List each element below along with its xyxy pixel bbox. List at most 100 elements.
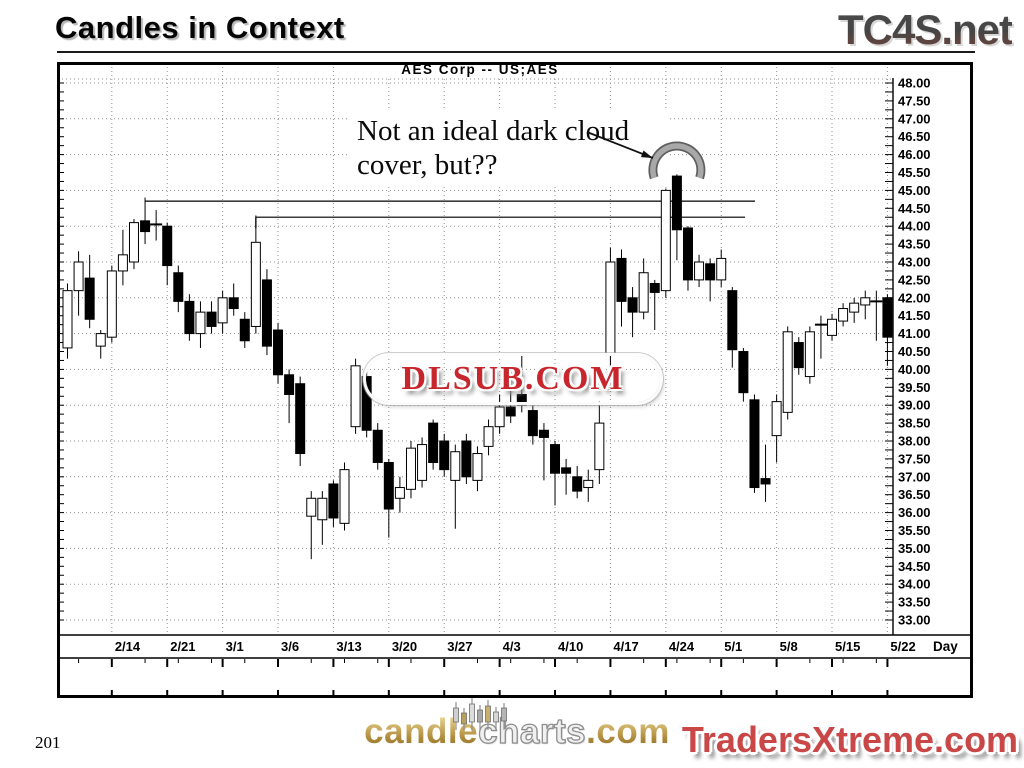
candle: [682, 226, 693, 291]
candle: [870, 290, 883, 341]
x-tick-label: 2/14: [115, 639, 141, 654]
candle: [572, 466, 583, 499]
candle: [671, 174, 682, 261]
y-tick-label: 35.00: [898, 541, 931, 556]
y-tick-label: 44.50: [898, 201, 931, 216]
y-tick-label: 42.00: [898, 290, 931, 305]
candle: [472, 446, 483, 492]
y-tick-label: 46.50: [898, 129, 931, 144]
candle: [538, 423, 549, 481]
candle: [372, 423, 383, 470]
y-tick-label: 41.00: [898, 326, 931, 341]
title-underline: [57, 51, 975, 53]
candle: [417, 437, 428, 488]
candle: [250, 215, 261, 334]
x-tick-label: 4/17: [613, 639, 638, 654]
candle: [450, 444, 461, 529]
y-tick-label: 48.00: [898, 76, 931, 91]
y-tick-label: 39.50: [898, 380, 931, 395]
candle: [705, 258, 716, 302]
y-tick-label: 37.50: [898, 451, 931, 466]
candle: [206, 301, 217, 334]
page-title: Candles in Context: [55, 10, 345, 45]
y-tick-label: 36.50: [898, 487, 931, 502]
candlesticks: [62, 174, 893, 560]
candle: [649, 279, 660, 331]
candle: [106, 265, 117, 343]
candle: [550, 441, 561, 506]
tradersxtreme-logo: TradersXtreme.com: [681, 719, 1019, 760]
y-tick-label: 42.50: [898, 272, 931, 287]
y-tick-label: 46.00: [898, 147, 931, 162]
candle: [405, 441, 416, 499]
candle: [749, 394, 760, 493]
candle: [261, 269, 272, 356]
candle: [439, 433, 450, 477]
candle: [483, 419, 494, 456]
candle: [583, 469, 594, 502]
candle: [793, 337, 804, 375]
candle: [616, 249, 627, 327]
candle: [128, 219, 139, 270]
candle: [150, 210, 163, 241]
candle: [383, 458, 394, 538]
candlecharts-logo-part3: .com: [586, 712, 670, 751]
candle: [62, 283, 73, 359]
x-tick-label: 4/3: [503, 639, 521, 654]
candle: [328, 480, 339, 527]
arrowhead-icon: [640, 150, 653, 158]
candle: [860, 290, 871, 320]
candle: [849, 297, 860, 323]
y-tick-label: 34.50: [898, 559, 931, 574]
candle: [317, 491, 328, 545]
y-tick-label: 40.50: [898, 344, 931, 359]
y-tick-label: 33.00: [898, 613, 931, 628]
x-tick-label: 3/6: [281, 639, 299, 654]
candle: [394, 476, 405, 513]
x-tick-label: 3/1: [226, 639, 244, 654]
y-tick-label: 39.00: [898, 398, 931, 413]
candle: [428, 419, 439, 470]
candle: [838, 303, 849, 327]
candle: [228, 283, 239, 316]
y-tick-label: 43.00: [898, 255, 931, 270]
candle: [162, 222, 173, 286]
candle: [627, 287, 638, 338]
x-tick-label: 4/24: [669, 639, 695, 654]
candle: [117, 229, 128, 286]
candle: [527, 405, 538, 445]
date-axis: 2/14 2/21 3/1 3/6 3/13 3/20 3/27 4/3 4/10 4/17 4/2…: [57, 634, 971, 695]
candle: [461, 433, 472, 484]
candle: [284, 369, 295, 424]
x-axis-end-label: Day: [933, 639, 958, 654]
candle: [771, 394, 782, 463]
candle: [306, 491, 317, 560]
x-tick-label: 5/22: [890, 639, 915, 654]
candle: [494, 394, 505, 434]
candle: [882, 294, 893, 366]
candle: [95, 330, 106, 359]
candle: [217, 290, 228, 334]
candle: [295, 376, 306, 467]
candle: [239, 312, 250, 348]
y-tick-label: 37.00: [898, 469, 931, 484]
candle: [827, 313, 838, 341]
y-tick-label: 35.50: [898, 523, 931, 538]
y-tick-label: 38.00: [898, 434, 931, 449]
annotation-arrow: [586, 131, 654, 159]
x-tick-label: 3/27: [447, 639, 472, 654]
candle: [84, 254, 95, 329]
y-tick-label: 47.00: [898, 111, 931, 126]
annotation-text: Not an ideal dark cloud cover, but??: [357, 115, 630, 181]
y-tick-label: 45.50: [898, 165, 931, 180]
y-tick-label: 41.50: [898, 308, 931, 323]
candle: [716, 249, 727, 288]
candle: [361, 369, 372, 438]
candle: [638, 258, 649, 320]
y-tick-label: 45.00: [898, 183, 931, 198]
candle: [738, 347, 749, 402]
candle: [350, 358, 361, 434]
candle: [195, 301, 206, 348]
highlight-arc-core: [650, 143, 704, 179]
candle: [760, 444, 771, 502]
